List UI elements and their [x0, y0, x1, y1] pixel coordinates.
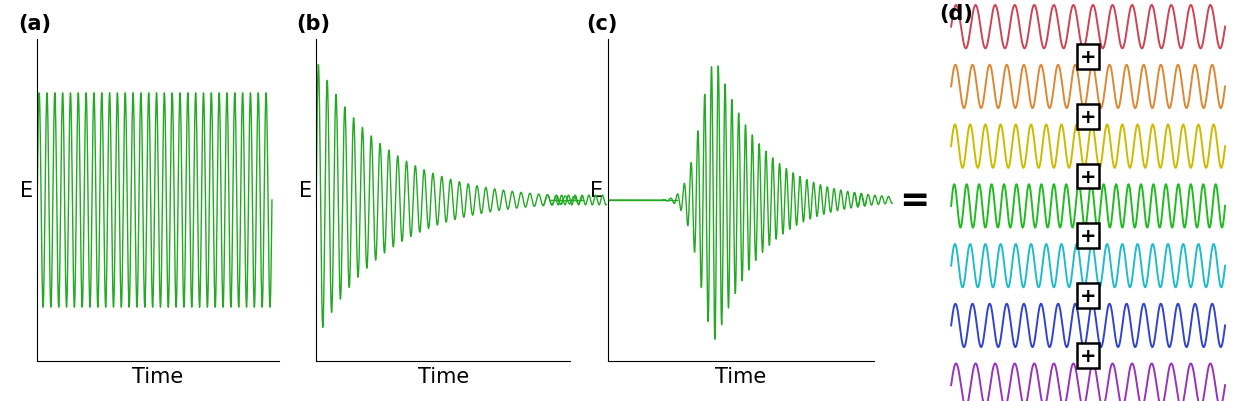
Text: +: +	[1080, 227, 1096, 246]
Text: (a): (a)	[17, 14, 51, 34]
Text: +: +	[1080, 48, 1096, 67]
Text: (c): (c)	[587, 14, 618, 34]
Text: (b): (b)	[296, 14, 330, 34]
Text: +: +	[1080, 107, 1096, 126]
X-axis label: Time: Time	[715, 367, 766, 387]
Text: +: +	[1080, 286, 1096, 305]
X-axis label: Time: Time	[418, 367, 469, 387]
Text: (d): (d)	[940, 4, 973, 24]
X-axis label: Time: Time	[133, 367, 184, 387]
Y-axis label: E: E	[299, 180, 311, 200]
Y-axis label: E: E	[20, 180, 32, 200]
Text: +: +	[1080, 346, 1096, 365]
Y-axis label: E: E	[590, 180, 603, 200]
Text: =: =	[899, 184, 929, 217]
Text: +: +	[1080, 167, 1096, 186]
